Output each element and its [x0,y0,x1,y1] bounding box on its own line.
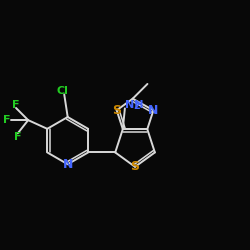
Text: F: F [14,132,22,142]
Text: NH: NH [125,100,144,110]
Text: F: F [3,115,10,125]
Text: N: N [148,104,158,117]
Text: Cl: Cl [56,86,68,96]
Text: F: F [12,100,20,110]
Text: 2: 2 [134,101,140,111]
Text: S: S [112,104,121,117]
Text: S: S [130,160,140,173]
Text: N: N [62,158,73,171]
